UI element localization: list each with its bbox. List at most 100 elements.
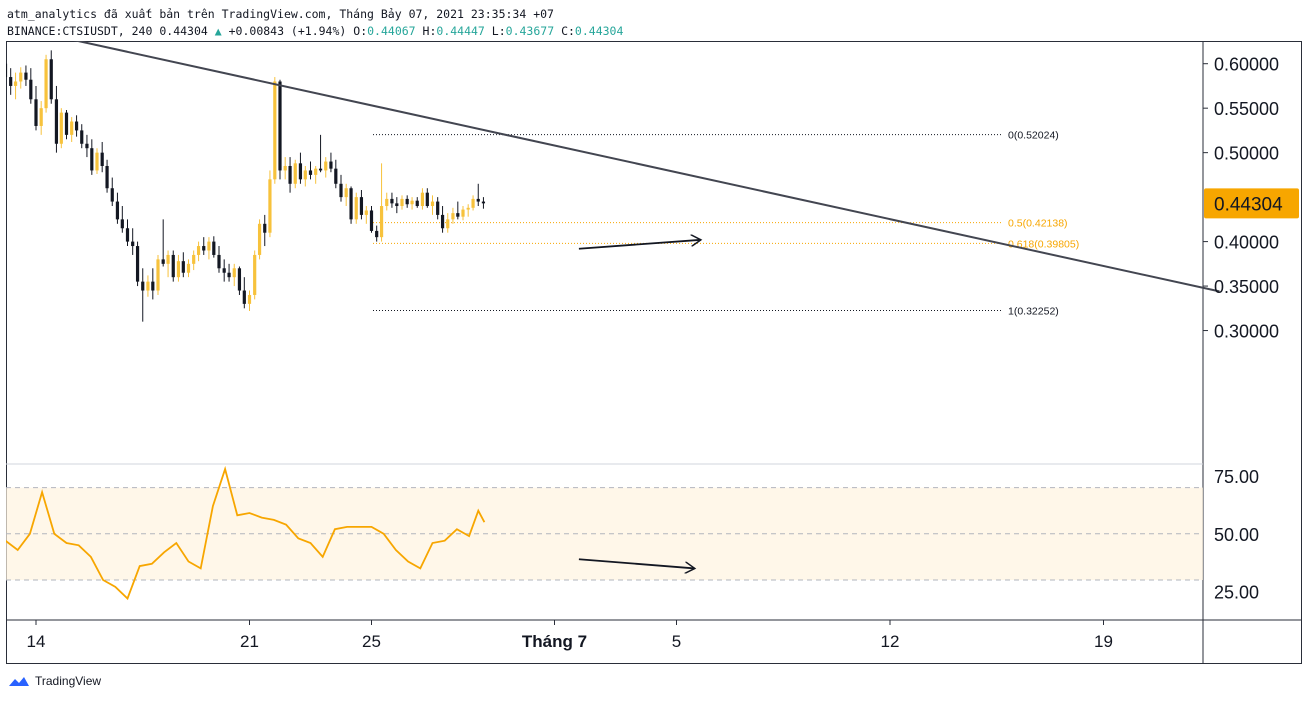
price-tick-label: 0.40000: [1214, 233, 1279, 253]
candle-body: [232, 268, 236, 278]
candle-body: [354, 197, 358, 220]
fib-label: 0(0.52024): [1008, 130, 1059, 142]
rsi-line: [0, 465, 486, 601]
candle-body: [329, 161, 333, 169]
candle-body: [95, 152, 99, 171]
candle-body: [390, 198, 394, 204]
candle-body: [202, 246, 206, 251]
candle-body: [9, 77, 13, 86]
candle-body: [395, 203, 399, 207]
candle-body: [288, 165, 292, 184]
fib-label: 0.5(0.42138): [1008, 218, 1068, 230]
candle-body: [196, 246, 201, 255]
rsi-tick-label: 50.00: [1214, 525, 1259, 545]
time-tick-label: 21: [240, 632, 259, 651]
candle-body: [425, 192, 429, 207]
price-tick-label: 0.30000: [1214, 322, 1279, 342]
candle-body: [476, 198, 480, 202]
candle-body: [44, 59, 48, 109]
candle-body: [461, 209, 465, 217]
candle-body: [440, 214, 445, 229]
candle-body: [171, 254, 175, 278]
close-label: C:: [561, 24, 575, 38]
candle-body: [181, 261, 185, 273]
current-price-box: [1204, 188, 1299, 219]
candle-body: [466, 207, 470, 210]
rsi-axis[interactable]: 75.00 50.00 25.00: [1214, 467, 1259, 603]
candle-body: [24, 72, 28, 80]
time-tick-label: Tháng 7: [522, 632, 587, 651]
high-label: H:: [422, 24, 437, 38]
candle-body: [34, 99, 38, 126]
last-price: 0.44304: [159, 24, 208, 38]
candle-body: [314, 168, 318, 175]
fib-label: 1(0.32252): [1008, 306, 1059, 318]
candle-body: [222, 268, 226, 273]
chart-header: atm_analytics đã xuất bản trên TradingVi…: [7, 6, 623, 40]
candle-body: [303, 170, 307, 180]
price-divergence-arrow[interactable]: [578, 240, 701, 250]
chart-frame[interactable]: 0(0.52024) 0.5(0.42138) 0.618(0.39805) 1(0.…: [0, 10, 1302, 664]
up-arrow-icon: ▲: [214, 24, 222, 38]
low-label: L:: [491, 24, 506, 38]
price-tick-label: 0.60000: [1214, 55, 1279, 75]
candle-body: [242, 290, 246, 304]
candle-body: [105, 165, 109, 189]
tradingview-logo-icon[interactable]: [8, 674, 30, 688]
candle-body: [13, 81, 18, 86]
footer-brand[interactable]: TradingView: [35, 674, 102, 688]
candle-body: [39, 108, 43, 126]
publish-line: atm_analytics đã xuất bản trên TradingVi…: [7, 6, 623, 23]
candle-body: [430, 201, 435, 207]
time-tick-label: 12: [881, 632, 900, 651]
candle-body: [29, 79, 33, 100]
candle-body: [263, 223, 267, 233]
candle-body: [90, 148, 94, 171]
candle-body: [131, 241, 135, 247]
rsi-tick-label: 25.00: [1214, 583, 1259, 603]
symbol-text[interactable]: BINANCE:CTSIUSDT, 240: [7, 24, 153, 38]
candle-body: [283, 165, 287, 171]
candle-body: [339, 183, 343, 198]
rsi-divergence-arrow[interactable]: [578, 558, 695, 568]
candle-body: [308, 170, 313, 175]
candle-body: [110, 188, 114, 202]
fib-label: 0.618(0.39805): [1008, 238, 1079, 250]
candle-body: [70, 121, 74, 135]
time-tick-label: 14: [27, 632, 46, 651]
current-price-label: 0.44304: [1214, 194, 1283, 215]
candle-body: [192, 254, 196, 264]
time-tick-label: 25: [362, 632, 381, 651]
price-change: +0.00843 (+1.94%): [228, 24, 347, 38]
candle-body: [227, 272, 231, 278]
candle-body: [253, 254, 257, 295]
candle-body: [217, 254, 221, 269]
candle-body: [156, 259, 160, 291]
descending-trendline[interactable]: [0, 22, 1220, 293]
candle-body: [410, 200, 414, 205]
rsi-tick-label: 75.00: [1214, 467, 1259, 487]
candle-body: [344, 188, 348, 198]
time-tick-label: 19: [1094, 632, 1113, 651]
candle-body: [379, 206, 384, 238]
candle-body: [176, 261, 181, 278]
candle-body: [405, 198, 409, 205]
candle-body: [446, 219, 450, 229]
candle-body: [19, 72, 23, 82]
candle-body: [375, 230, 379, 238]
candle-body: [120, 219, 124, 229]
candle-body: [298, 163, 303, 180]
candle-body: [207, 241, 211, 251]
candle-body: [237, 268, 242, 291]
candle-body: [161, 259, 165, 264]
candle-body: [385, 198, 389, 207]
time-axis[interactable]: 14 21 25 Tháng 7 5 12 19: [27, 620, 1113, 651]
fibonacci-retracement[interactable]: 0(0.52024) 0.5(0.42138) 0.618(0.39805) 1(0.…: [373, 130, 1079, 318]
candle-body: [293, 163, 297, 184]
time-tick-label: 5: [672, 632, 681, 651]
current-price-marker: 0.44304: [1204, 188, 1299, 219]
chart-svg[interactable]: 0(0.52024) 0.5(0.42138) 0.618(0.39805) 1(0.…: [0, 10, 1302, 664]
candle-body: [359, 197, 364, 215]
price-tick-label: 0.55000: [1214, 99, 1279, 119]
candle-body: [273, 81, 277, 180]
